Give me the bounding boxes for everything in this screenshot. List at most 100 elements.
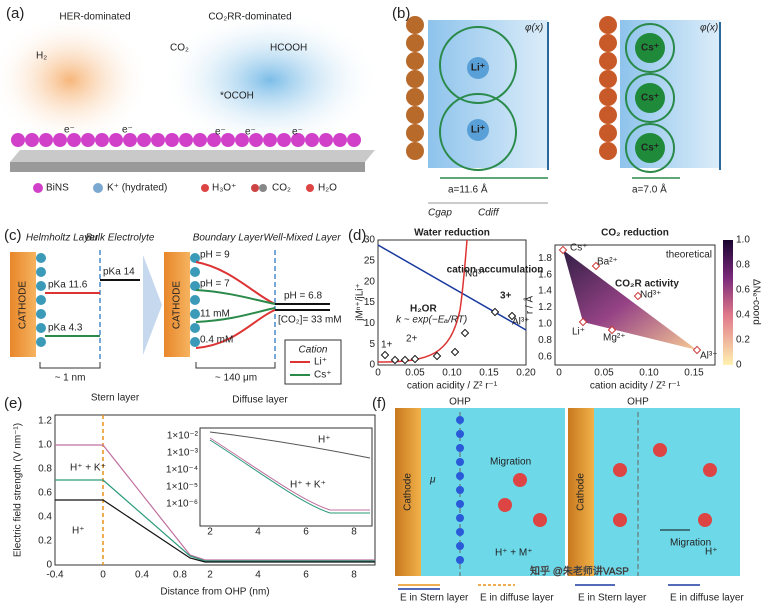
- marker: [558, 245, 568, 255]
- cation-sphere: [190, 281, 200, 291]
- panel-label: (f): [372, 395, 386, 412]
- tick-label: 1.2: [538, 302, 552, 313]
- cgap-label: Cgap: [428, 208, 452, 219]
- annotation: Cs⁺: [570, 243, 588, 254]
- cation: [635, 33, 665, 63]
- tick-label: 15: [364, 297, 376, 308]
- field-curve: [55, 444, 375, 561]
- header: Well-Mixed Layer: [263, 233, 341, 244]
- bins-atom: [67, 133, 81, 147]
- annotation: H⁺: [318, 435, 331, 446]
- electron: e⁻: [122, 125, 133, 136]
- bins-atom: [333, 133, 347, 147]
- ion: [456, 416, 464, 424]
- ph-label: pH = 9: [200, 250, 230, 261]
- tick-label: 20: [364, 276, 376, 287]
- tick-label: 0.4: [38, 512, 52, 523]
- panel-a: (a) HER-dominated CO₂RR-dominated H₂ CO₂…: [0, 5, 380, 194]
- cathode-label: Cathode: [576, 473, 587, 511]
- solvation-shell: [625, 23, 675, 73]
- legend-text: BiNS: [46, 183, 69, 194]
- tick-label: 0: [46, 560, 52, 571]
- legend-text: Cs⁺: [314, 370, 332, 381]
- tick-label: 1.4: [538, 286, 552, 297]
- bins-atom: [137, 133, 151, 147]
- pka-label: pKa 11.6: [48, 280, 88, 291]
- y-axis-label: Electric field strength (V nm⁻¹): [13, 423, 24, 557]
- colorbar: [723, 240, 733, 365]
- cation-sphere: [36, 281, 46, 291]
- cathode: [568, 408, 594, 576]
- ion: [456, 556, 464, 564]
- axes: [377, 239, 527, 366]
- panel-e: (e) Stern layer Diffuse layer Electric f…: [4, 393, 376, 598]
- conc-label: 0.4 mM: [200, 335, 233, 346]
- annotation: Ba²⁺: [597, 257, 618, 268]
- points: [558, 245, 702, 355]
- molecules: [456, 416, 717, 564]
- legend-icon: [259, 184, 267, 192]
- electrode-atom: [406, 124, 424, 142]
- tick-label: 0.4: [736, 310, 750, 321]
- x-axis-label: cation acidity / Z² r⁻¹: [590, 381, 681, 392]
- axes: [54, 414, 376, 566]
- solvation-shell: [625, 73, 675, 123]
- tick-label: 0.05: [594, 368, 614, 379]
- field-curve: [55, 499, 375, 563]
- marker: [460, 328, 470, 338]
- tick-label: 0.8: [736, 260, 750, 271]
- cation-sphere: [190, 267, 200, 277]
- tick-label: 4: [255, 527, 261, 538]
- annotation: Li⁺: [572, 327, 585, 338]
- substrate-edge: [10, 162, 365, 172]
- bracket: [39, 362, 101, 369]
- tick-label: 0.15: [684, 368, 704, 379]
- cation-label: Li⁺: [471, 63, 485, 74]
- activity-map: [563, 250, 697, 350]
- field-label: E in diffuse layer: [670, 593, 744, 604]
- water: [653, 443, 667, 457]
- bins-atom: [277, 133, 291, 147]
- panel-label: (b): [392, 5, 410, 22]
- inset-curve: [209, 439, 370, 514]
- marker: [591, 261, 601, 271]
- water: [613, 513, 627, 527]
- electrode-atom: [599, 70, 617, 88]
- field-curve: [55, 479, 375, 562]
- panel-d: (d) Water reduction jMⁿ⁺/jLi⁺ cation aci…: [348, 227, 761, 392]
- tick-label: 1×10⁻⁴: [166, 465, 198, 476]
- inset: [199, 427, 373, 527]
- electrode-atom: [599, 52, 617, 70]
- tick-label: 30: [364, 235, 376, 246]
- annotation: Migration: [490, 457, 531, 468]
- electrode-atom: [406, 142, 424, 160]
- panel-f: (f) Cathode Cathode OHP OHP μ Migration …: [372, 395, 744, 604]
- electrode-atom: [599, 142, 617, 160]
- tick-label: 0.20: [516, 368, 536, 379]
- electron: e⁻: [245, 127, 256, 138]
- bins-atom: [347, 133, 361, 147]
- annotation: H⁺ + M⁺: [495, 548, 533, 559]
- annotation: μ: [429, 475, 436, 486]
- legend-icon: [251, 184, 259, 192]
- bins-atom: [123, 133, 137, 147]
- y-axis-label: jMⁿ⁺/jLi⁺: [355, 283, 366, 322]
- tick-label: 1×10⁻⁵: [166, 482, 198, 493]
- annotation: Al³⁺: [512, 317, 530, 328]
- tick-label: 0.6: [538, 351, 552, 362]
- co2-label: CO₂: [170, 43, 189, 54]
- electrode-atom: [406, 52, 424, 70]
- ohp-label: OHP: [449, 397, 471, 408]
- cation: [467, 57, 489, 79]
- bracket: [195, 362, 276, 369]
- ion: [456, 430, 464, 438]
- profile: [195, 309, 276, 349]
- her-cloud: [0, 15, 150, 145]
- legend-icon: [93, 183, 103, 193]
- tick-label: 1.0: [38, 440, 52, 451]
- tick-label: 0.6: [736, 285, 750, 296]
- cation-sphere: [190, 253, 200, 263]
- bins-atom: [319, 133, 333, 147]
- electrode-atom: [406, 70, 424, 88]
